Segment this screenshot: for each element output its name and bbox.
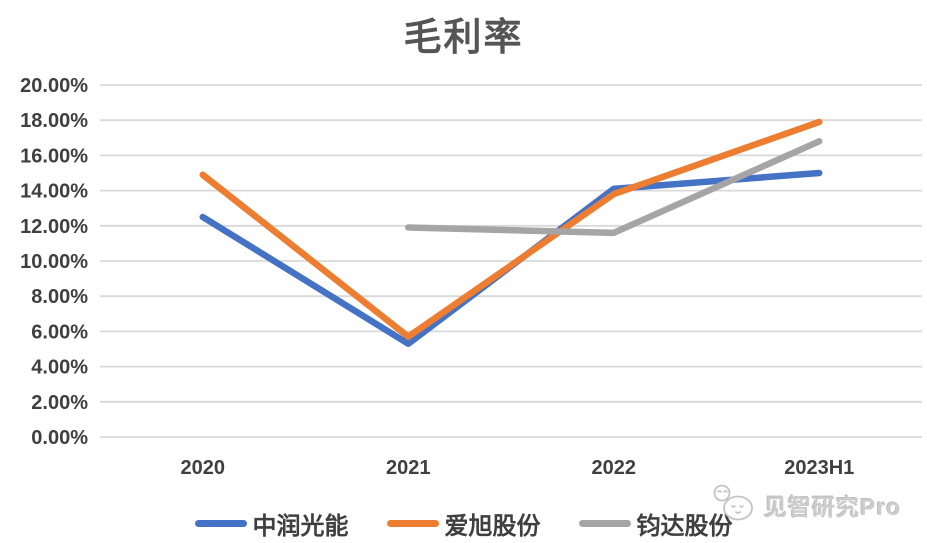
y-axis-tick-label: 14.00%: [20, 181, 88, 203]
chart-title: 毛利率: [403, 17, 524, 59]
legend-swatch: [578, 520, 631, 527]
series-line-0: [199, 169, 823, 347]
y-axis-tick-label: 8.00%: [31, 286, 88, 308]
y-axis-tick-label: 18.00%: [20, 110, 88, 132]
legend-label: 爱旭股份: [444, 513, 541, 540]
series-line-2: [405, 138, 823, 237]
x-axis-tick-label: 2022: [592, 457, 637, 479]
legend-item-2: 钧达股份: [578, 506, 733, 541]
legend-item-0: 中润光能: [194, 506, 349, 541]
y-axis-tick-label: 20.00%: [20, 75, 88, 97]
series-line-1: [199, 118, 823, 340]
x-axis-tick-label: 2023H1: [784, 457, 854, 479]
legend-swatch: [386, 520, 439, 527]
y-axis-tick-label: 10.00%: [20, 251, 88, 273]
legend-label: 钧达股份: [636, 513, 733, 540]
y-axis-tick-label: 0.00%: [31, 427, 88, 449]
legend-swatch: [194, 520, 247, 527]
y-axis-tick-label: 12.00%: [20, 216, 88, 238]
legend-label: 中润光能: [252, 513, 349, 540]
y-axis-tick-label: 6.00%: [31, 321, 88, 343]
x-axis-tick-label: 2020: [181, 457, 226, 479]
y-axis-tick-label: 16.00%: [20, 145, 88, 167]
legend: 中润光能 爱旭股份 钧达股份: [0, 506, 927, 541]
legend-item-1: 爱旭股份: [386, 506, 541, 541]
x-axis-tick-label: 2021: [386, 457, 431, 479]
y-axis-tick-label: 4.00%: [31, 357, 88, 379]
y-axis-tick-label: 2.00%: [31, 392, 88, 414]
